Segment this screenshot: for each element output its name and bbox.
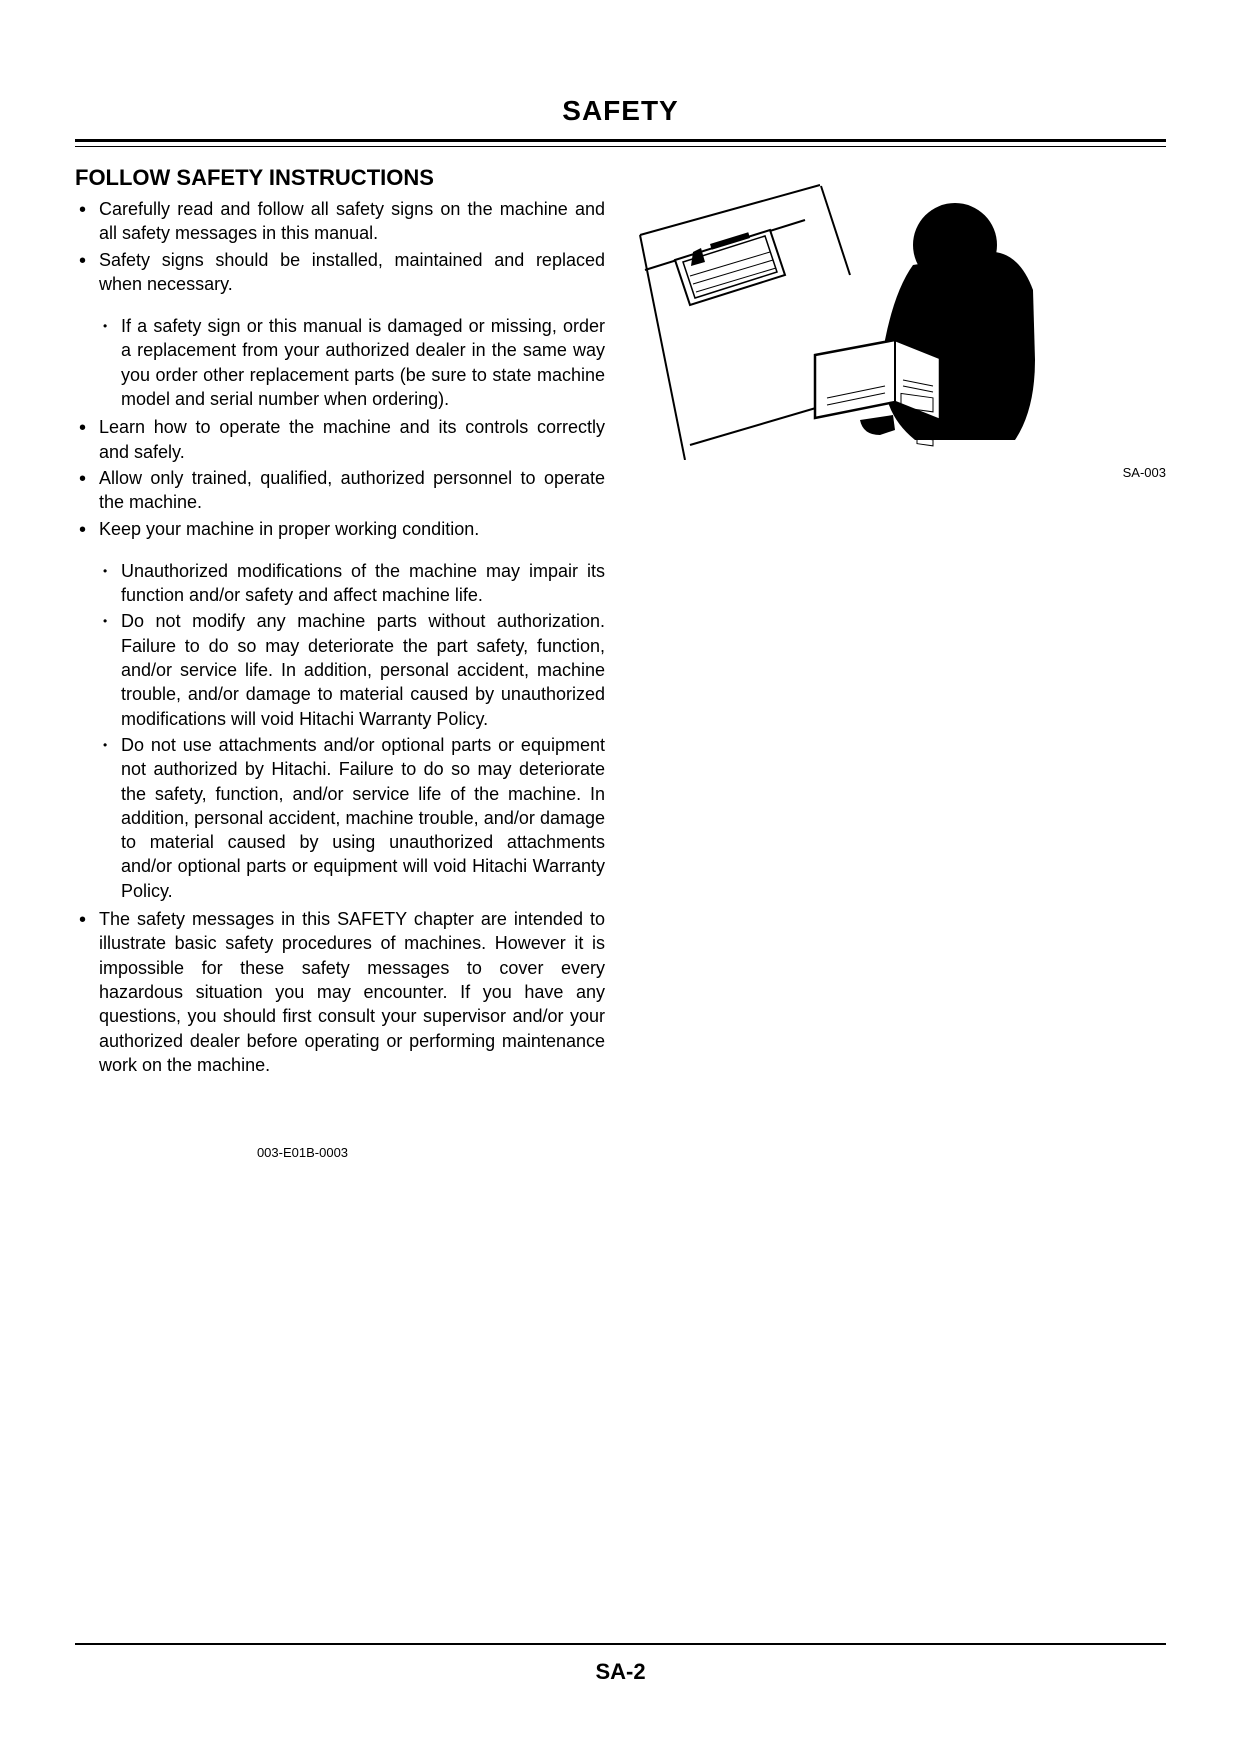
bullet-item: Allow only trained, qualified, authorize…	[75, 466, 605, 515]
header-rule-thick	[75, 139, 1166, 142]
bullet-item: Safety signs should be installed, mainta…	[75, 248, 605, 412]
illustration-column: SA-003	[635, 165, 1166, 1160]
sub-bullet-item: Do not modify any machine parts without …	[99, 609, 605, 730]
content-area: FOLLOW SAFETY INSTRUCTIONS Carefully rea…	[0, 147, 1241, 1160]
bullet-text: Keep your machine in proper working cond…	[99, 519, 479, 539]
bullet-text: Safety signs should be installed, mainta…	[99, 250, 605, 294]
safety-illustration-icon	[635, 180, 1045, 460]
text-column: FOLLOW SAFETY INSTRUCTIONS Carefully rea…	[75, 165, 605, 1160]
sub-bullet-item: Do not use attachments and/or optional p…	[99, 733, 605, 903]
bullet-list-level1: Carefully read and follow all safety sig…	[75, 197, 605, 1077]
page-header: SAFETY	[0, 0, 1241, 139]
page-footer: SA-2	[75, 1643, 1166, 1685]
page-title: SAFETY	[0, 95, 1241, 127]
bullet-list-level2: Unauthorized modifications of the machin…	[99, 559, 605, 903]
bullet-item: Learn how to operate the machine and its…	[75, 415, 605, 464]
sub-bullet-item: Unauthorized modifications of the machin…	[99, 559, 605, 608]
page-number: SA-2	[75, 1659, 1166, 1685]
bullet-item: Keep your machine in proper working cond…	[75, 517, 605, 903]
footer-rule	[75, 1643, 1166, 1645]
bullet-list-level2: If a safety sign or this manual is damag…	[99, 314, 605, 411]
section-title: FOLLOW SAFETY INSTRUCTIONS	[75, 165, 605, 191]
illustration-caption: SA-003	[1123, 465, 1166, 480]
bullet-item: Carefully read and follow all safety sig…	[75, 197, 605, 246]
sub-bullet-item: If a safety sign or this manual is damag…	[99, 314, 605, 411]
document-code: 003-E01B-0003	[0, 1145, 605, 1160]
bullet-item: The safety messages in this SAFETY chapt…	[75, 907, 605, 1077]
